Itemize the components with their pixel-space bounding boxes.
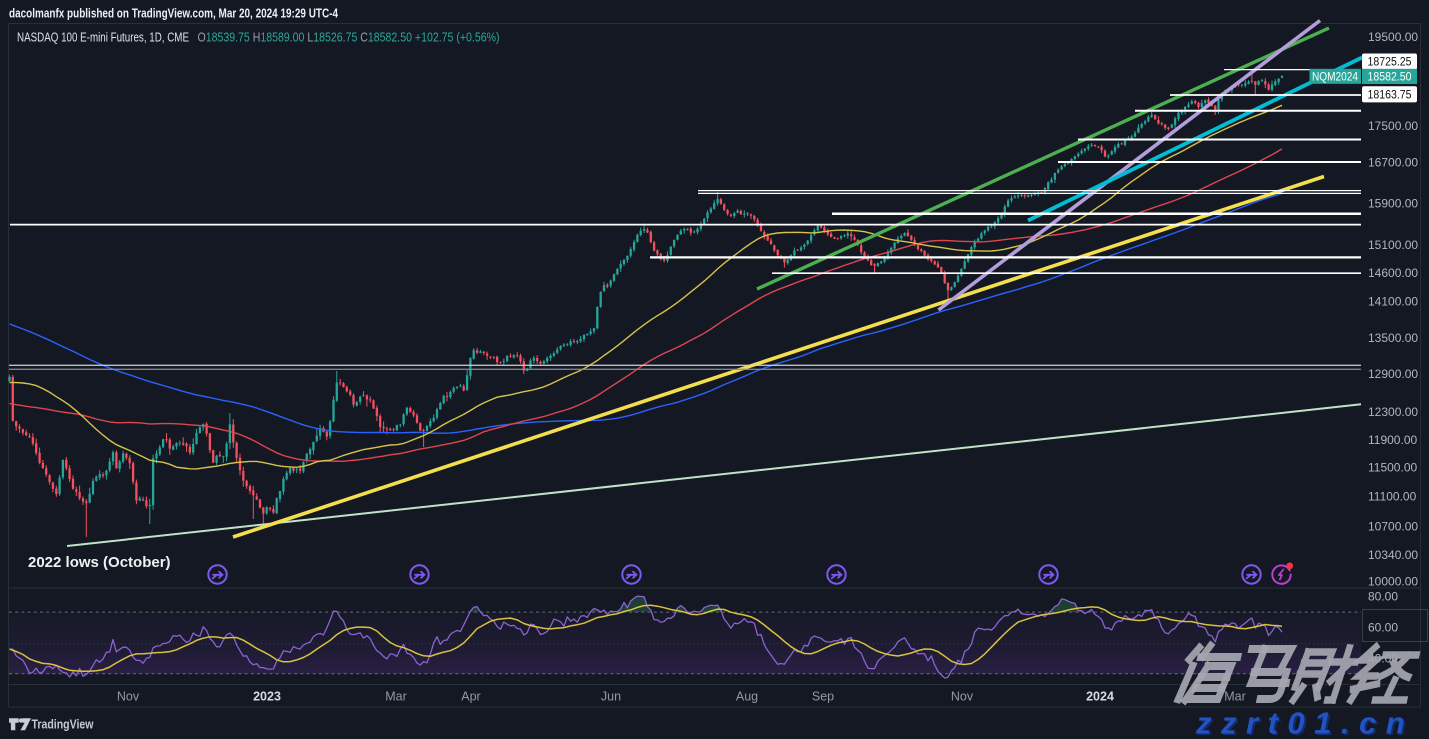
svg-text:Sep: Sep [812, 690, 834, 704]
svg-text:Aug: Aug [736, 690, 758, 704]
svg-text:Nov: Nov [951, 690, 974, 704]
svg-text:NASDAQ 100 E-mini Futures, 1D,: NASDAQ 100 E-mini Futures, 1D, CME [17, 31, 189, 45]
svg-text:Mar: Mar [385, 690, 407, 704]
svg-text:Nov: Nov [117, 690, 140, 704]
svg-text:17500.00: 17500.00 [1368, 119, 1418, 133]
svg-text:15900.00: 15900.00 [1368, 197, 1418, 211]
svg-text:TradingView: TradingView [32, 717, 94, 731]
svg-text:60.00: 60.00 [1368, 621, 1398, 635]
svg-text:Mar: Mar [1224, 690, 1246, 704]
svg-text:15100.00: 15100.00 [1368, 238, 1418, 252]
svg-text:O18539.75 H18589.00 L18526.7: O18539.75 H18589.00 L18526.75 C18582.50 … [198, 31, 500, 45]
svg-text:14600.00: 14600.00 [1368, 266, 1418, 280]
svg-text:2023: 2023 [253, 690, 281, 704]
svg-text:dacolmanfx published on Tradin: dacolmanfx published on TradingView.com,… [9, 7, 338, 21]
svg-text:12900.00: 12900.00 [1368, 367, 1418, 381]
svg-text:10340.00: 10340.00 [1368, 548, 1418, 562]
svg-text:12300.00: 12300.00 [1368, 405, 1418, 419]
svg-text:16700.00: 16700.00 [1368, 156, 1418, 170]
svg-text:11500.00: 11500.00 [1368, 461, 1417, 475]
svg-text:18725.25: 18725.25 [1368, 56, 1412, 68]
svg-text:zzrt01.cn: zzrt01.cn [1195, 706, 1414, 739]
svg-text:2022 lows (October): 2022 lows (October) [28, 554, 171, 571]
svg-text:zzrt01.cn: zzrt01.cn [1197, 707, 1416, 739]
svg-text:Apr: Apr [461, 690, 480, 704]
svg-text:11100.00: 11100.00 [1368, 490, 1417, 504]
svg-text:Jun: Jun [601, 690, 621, 704]
svg-text:2024: 2024 [1086, 690, 1114, 704]
svg-text:18582.50: 18582.50 [1368, 72, 1412, 84]
svg-text:19500.00: 19500.00 [1368, 30, 1418, 44]
svg-text:18163.75: 18163.75 [1368, 89, 1412, 101]
svg-text:80.00: 80.00 [1368, 590, 1398, 604]
svg-text:11900.00: 11900.00 [1368, 433, 1417, 447]
svg-text:14100.00: 14100.00 [1368, 295, 1418, 309]
svg-text:10700.00: 10700.00 [1368, 520, 1418, 534]
svg-text:NQM2024: NQM2024 [1312, 71, 1359, 83]
svg-text:13500.00: 13500.00 [1368, 331, 1418, 345]
svg-text:10000.00: 10000.00 [1368, 575, 1418, 589]
